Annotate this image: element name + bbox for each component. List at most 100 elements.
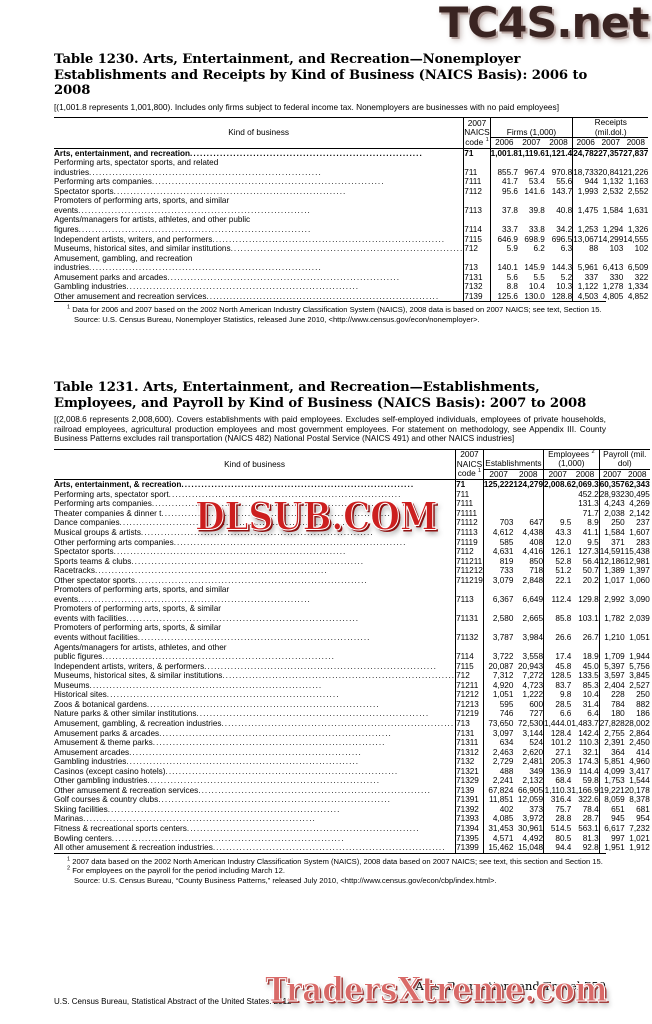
row-value: 92.8 bbox=[582, 843, 599, 853]
row-naics-code bbox=[455, 604, 484, 614]
row-value: 1,475 bbox=[572, 205, 599, 216]
row-label: figures ................................… bbox=[54, 224, 312, 234]
row-value bbox=[545, 158, 573, 168]
row-value: 882 bbox=[636, 699, 650, 709]
row-value: 140.1 bbox=[489, 263, 518, 273]
table-row: events with facilities .................… bbox=[54, 613, 650, 624]
row-value: 27,837 bbox=[623, 148, 649, 158]
row-value: 128.8 bbox=[551, 291, 573, 301]
row-value: 28,002 bbox=[624, 718, 650, 728]
row-naics-code: 71399 bbox=[455, 843, 484, 853]
footnote-1-text: 2007 data based on the 2002 North Americ… bbox=[72, 856, 603, 866]
row-value: 1,709 bbox=[598, 652, 625, 662]
row-value: 26.6 bbox=[543, 633, 572, 643]
row-value: 5,756 bbox=[629, 661, 650, 671]
row-value: 30,961 bbox=[517, 823, 544, 833]
row-label: Marinas ................................… bbox=[54, 814, 316, 824]
row-value: 1,132 bbox=[602, 177, 624, 187]
row-value: 45.0 bbox=[582, 661, 599, 671]
row-value: 80.5 bbox=[543, 833, 572, 844]
row-value: 142.4 bbox=[578, 728, 599, 738]
row-naics-code: 7131 bbox=[455, 728, 484, 739]
row-value: 2,580 bbox=[482, 613, 514, 624]
row-value: 1,993 bbox=[572, 186, 599, 197]
row-naics-code bbox=[455, 623, 484, 634]
row-value: 39.8 bbox=[528, 205, 545, 215]
row-value: 133.5 bbox=[578, 671, 599, 681]
table-1230-title: Table 1230. Arts, Entertainment, and Rec… bbox=[54, 52, 588, 98]
row-value: 1,334 bbox=[627, 282, 649, 292]
row-value: 2,404 bbox=[598, 680, 625, 691]
row-label: Zoos & botanical gardens ...............… bbox=[54, 699, 380, 709]
row-value bbox=[571, 585, 599, 595]
row-value: 26.7 bbox=[582, 633, 599, 643]
table-row: Spectator sports .......................… bbox=[54, 547, 650, 557]
row-value: 3,787 bbox=[482, 633, 514, 643]
table-row: Performing arts companies ..............… bbox=[54, 177, 648, 187]
row-value: 452.2 bbox=[578, 489, 599, 499]
row-value bbox=[543, 585, 572, 595]
watermark-tc4s: TC4S.net bbox=[438, 0, 650, 47]
row-value: 73,650 bbox=[482, 718, 514, 729]
row-value: 3,558 bbox=[522, 652, 544, 662]
row-value: 103.1 bbox=[578, 613, 599, 623]
row-value: 205.3 bbox=[543, 757, 572, 767]
row-value: 364 bbox=[598, 747, 625, 758]
row-value bbox=[598, 585, 625, 595]
row-naics-code: 71394 bbox=[455, 823, 484, 834]
row-value: 6,509 bbox=[627, 263, 649, 273]
row-naics-code bbox=[455, 585, 484, 595]
row-naics-code: 71395 bbox=[455, 833, 484, 844]
row-label: Promoters of performing arts, sports, an… bbox=[54, 585, 230, 595]
row-value: 3,090 bbox=[629, 594, 650, 604]
row-label: Spectator sports .......................… bbox=[54, 547, 347, 557]
row-label: Other gambling industries ..............… bbox=[54, 776, 381, 786]
row-value: 1,294 bbox=[602, 224, 624, 234]
table-row: Amusement, gambling, & recreation indust… bbox=[54, 718, 650, 729]
row-label: Bowling centers ........................… bbox=[54, 833, 345, 843]
row-value: 4,243 bbox=[598, 499, 625, 509]
row-value bbox=[545, 215, 573, 225]
row-value: 4,960 bbox=[629, 757, 650, 767]
row-label: Museums, historical sites, and similar i… bbox=[54, 244, 464, 254]
row-naics-code: 71113 bbox=[455, 528, 484, 538]
col-head-naics: 2007 NAICS code 1 bbox=[455, 449, 484, 480]
row-naics-code bbox=[463, 253, 491, 264]
row-value: 32.1 bbox=[582, 747, 599, 757]
row-naics-code: 71131 bbox=[455, 613, 484, 624]
row-value: 1,631 bbox=[627, 205, 649, 215]
row-label: Promoters of performing arts, sports, an… bbox=[54, 196, 230, 206]
table-1231: Kind of business 2007 NAICS code 1 Establi… bbox=[54, 449, 650, 853]
row-value: 68.4 bbox=[543, 776, 572, 786]
row-naics-code: 711219 bbox=[455, 575, 484, 586]
table-row: Spectator sports .......................… bbox=[54, 186, 648, 197]
col-head-firms: Firms (1,000) bbox=[489, 117, 573, 139]
row-naics-code: 71393 bbox=[455, 814, 484, 824]
row-value: 37.8 bbox=[489, 205, 518, 216]
row-value bbox=[489, 196, 518, 206]
row-value: 8,378 bbox=[629, 795, 650, 805]
table-row: Fitness & recreational sports centers ..… bbox=[54, 823, 650, 834]
row-value: 585 bbox=[482, 537, 514, 548]
row-value: 5.9 bbox=[489, 244, 518, 254]
row-value: 228 bbox=[598, 690, 625, 700]
row-value: 28.5 bbox=[543, 699, 572, 710]
row-naics-code: 71219 bbox=[455, 709, 484, 719]
row-label: Sports teams & clubs ...................… bbox=[54, 556, 365, 566]
row-value: 330 bbox=[609, 272, 624, 282]
row-value: 143.7 bbox=[551, 186, 573, 196]
row-value: 1,389 bbox=[598, 566, 625, 576]
row-value: 9.8 bbox=[543, 690, 572, 700]
row-naics-code: 71391 bbox=[455, 795, 484, 805]
row-value: 2,008.6 bbox=[543, 479, 572, 490]
row-value: 9.5 bbox=[543, 518, 572, 529]
row-value: 1,326 bbox=[627, 224, 649, 234]
row-value: 41.1 bbox=[582, 528, 599, 538]
row-value: 9.5 bbox=[587, 537, 599, 547]
row-value: 40.8 bbox=[556, 205, 573, 215]
row-value: 488 bbox=[482, 766, 514, 777]
row-value: 3,097 bbox=[482, 728, 514, 739]
row-value: 2,729 bbox=[482, 757, 514, 767]
row-value bbox=[598, 158, 623, 168]
row-value: 4,631 bbox=[482, 547, 514, 557]
